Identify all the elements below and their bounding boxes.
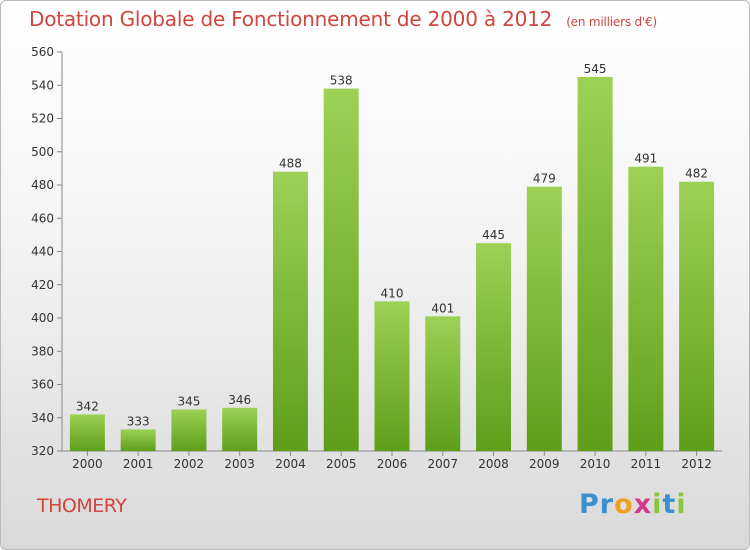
x-tick-label: 2005 [326, 457, 357, 471]
data-label: 545 [584, 62, 607, 76]
bars [69, 76, 715, 452]
y-tick-label: 340 [31, 411, 54, 425]
data-label: 538 [330, 74, 353, 88]
x-tick-label: 2011 [631, 457, 662, 471]
bar [323, 88, 359, 451]
bar [374, 301, 410, 451]
y-tick-label: 460 [31, 211, 54, 225]
chart-subtitle: (en milliers d'€) [566, 15, 657, 29]
bar [120, 429, 156, 451]
chart-title: Dotation Globale de Fonctionnement de 20… [29, 7, 657, 31]
x-tick-label: 2012 [681, 457, 712, 471]
y-tick-label: 400 [31, 311, 54, 325]
bar [679, 181, 715, 452]
y-tick-label: 500 [31, 145, 54, 159]
data-label: 488 [279, 157, 302, 171]
bar [69, 414, 105, 451]
logo-letter: x [633, 489, 653, 520]
logo-letter: i [652, 489, 663, 520]
proxiti-logo[interactable]: Proxiti [579, 489, 687, 520]
data-labels: 342 333 345 346 488 538 410 401 445 479 545 491 482 [76, 62, 708, 428]
data-label: 345 [177, 394, 200, 408]
data-label: 401 [431, 301, 454, 315]
bar [272, 171, 308, 451]
y-tick-label: 560 [31, 45, 54, 59]
axes: 320 340 360 380 400 420 440 460 480 500 520 540 560 2… [31, 45, 722, 471]
x-tick-label: 2002 [174, 457, 205, 471]
logo-letter: t [662, 489, 677, 520]
x-tick-label: 2000 [72, 457, 103, 471]
x-tick-label: 2009 [529, 457, 560, 471]
data-label: 333 [127, 414, 150, 428]
x-tick-label: 2006 [377, 457, 408, 471]
y-tick-label: 360 [31, 378, 54, 392]
data-label: 346 [228, 393, 251, 407]
bar [222, 407, 258, 451]
x-tick-label: 2004 [275, 457, 306, 471]
y-tick-label: 420 [31, 278, 54, 292]
y-tick-label: 440 [31, 245, 54, 259]
bar [628, 166, 664, 451]
x-tick-label: 2007 [427, 457, 458, 471]
town-name: THOMERY [37, 495, 127, 517]
x-tick-label: 2008 [478, 457, 509, 471]
logo-letter: o [614, 489, 634, 520]
y-tick-label: 520 [31, 112, 54, 126]
bar [526, 186, 562, 451]
data-label: 342 [76, 399, 99, 413]
data-label: 479 [533, 172, 556, 186]
logo-letter: r [599, 489, 615, 520]
y-tick-label: 380 [31, 344, 54, 358]
x-tick-label: 2001 [123, 457, 154, 471]
bar [577, 76, 613, 451]
y-tick-label: 540 [31, 78, 54, 92]
y-tick-label: 480 [31, 178, 54, 192]
x-tick-label: 2003 [224, 457, 255, 471]
bar [476, 243, 512, 451]
data-label: 445 [482, 228, 505, 242]
data-label: 482 [685, 167, 708, 181]
chart-title-text: Dotation Globale de Fonctionnement de 20… [29, 7, 553, 31]
logo-letter: P [579, 489, 600, 520]
data-label: 491 [634, 152, 657, 166]
bar [425, 316, 461, 451]
x-tick-label: 2010 [580, 457, 611, 471]
data-label: 410 [381, 286, 404, 300]
logo-letter: i [676, 489, 687, 520]
y-tick-label: 320 [31, 444, 54, 458]
bar [171, 409, 207, 451]
